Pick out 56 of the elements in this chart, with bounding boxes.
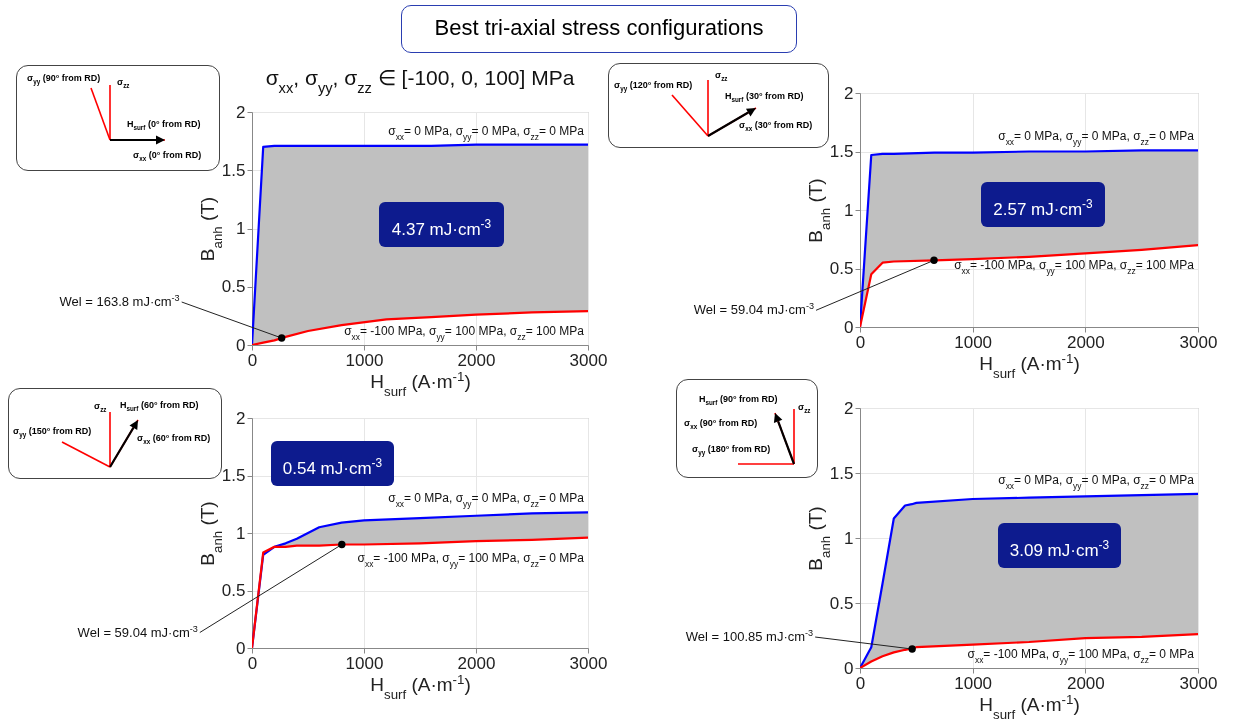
rounded-box: σ$_{yy}$ (120° from RD) σ$_{zz}$ H$_{surf}$ (30° from RD) σ$_{xx}$ (30° from RD) [608, 63, 829, 148]
y-tick-label: 1 [236, 523, 246, 543]
y-tick-label: 0.5 [221, 581, 246, 600]
x-tick-label: 1000 [954, 332, 993, 352]
annotation: Wel = 59.04 mJ·cm$^{-3}$ [693, 301, 815, 318]
x-tick-label: 1000 [345, 350, 384, 370]
chart-title: Best tri-axial stress configurations [401, 5, 797, 53]
y-tick-label: 0 [236, 638, 246, 658]
series-label: σ$_{xx}$= 0 MPa, σ$_{yy}$= 0 MPa, σ$_{zz}$= 0 MPa [388, 491, 585, 510]
x-tick-label: 1000 [345, 653, 384, 673]
y-tick-label: 2 [844, 398, 854, 418]
x-tick-label: 1000 [954, 673, 993, 693]
label-box: 2.57 mJ·cm$^{-3}$ [981, 182, 1105, 227]
y-tick-label: 1 [844, 200, 854, 220]
series-label: σ$_{xx}$= 0 MPa, σ$_{yy}$= 0 MPa, σ$_{zz}$= 0 MPa [998, 129, 1195, 148]
y-tick-label: 0.5 [829, 593, 854, 613]
label-box: 3.09 mJ·cm$^{-3}$ [998, 523, 1121, 568]
y-tick-label: 1.5 [221, 160, 246, 180]
x-tick-label: 3000 [569, 350, 608, 370]
rounded-box: σ$_{yy}$ (90° from RD) σ$_{zz}$ H$_{surf}$ (0° from RD) σ$_{xx}$ (0° from RD) [16, 65, 220, 171]
y-tick-label: 2 [844, 83, 854, 103]
y-tick-label: 0.5 [829, 259, 854, 278]
series-label: σ$_{xx}$= -100 MPa, σ$_{yy}$= 100 MPa, σ$_{zz}$= 100 MPa [344, 324, 585, 343]
series-label: σ$_{xx}$= 0 MPa, σ$_{yy}$= 0 MPa, σ$_{zz}$= 0 MPa [998, 472, 1195, 491]
y-tick-label: 0.5 [221, 277, 246, 297]
chart-subtitle: σ$_{xx}$, σ$_{yy}$, σ$_{zz}$ ∈ [-100, 0, 100] MPa [265, 66, 575, 96]
x-tick-label: 2000 [457, 653, 496, 673]
x-axis-title: H$_{surf}$ (A·m$^{-1}$) [370, 671, 471, 701]
y-tick-label: 1.5 [829, 142, 854, 161]
annotation: Wel = 59.04 mJ·cm$^{-3}$ [77, 623, 198, 640]
label-box: 4.37 mJ·cm$^{-3}$ [379, 202, 504, 247]
rounded-box: H$_{surf}$ (90° from RD) σ$_{zz}$ σ$_{xx}$ (90° from RD) σ$_{yy}$ (180° from RD) [676, 379, 818, 478]
y-tick-label: 1 [844, 528, 854, 548]
y-tick-label: 1.5 [221, 466, 246, 485]
y-tick-label: 1 [236, 219, 246, 238]
y-tick-label: 0 [844, 317, 854, 337]
y-tick-label: 1.5 [829, 463, 854, 483]
x-axis-title: H$_{surf}$ (A·m$^{-1}$) [979, 691, 1080, 721]
series-label: σ$_{xx}$= -100 MPa, σ$_{yy}$= 100 MPa, σ$_{zz}$= 0 MPa [357, 550, 585, 569]
series-label: σ$_{xx}$= -100 MPa, σ$_{yy}$= 100 MPa, σ$_{zz}$= 0 MPa [967, 647, 1195, 666]
annotation: Wel = 163.8 mJ·cm$^{-3}$ [59, 293, 180, 310]
rounded-box: σ$_{zz}$ H$_{surf}$ (60° from RD) σ$_{yy}$ (150° from RD) σ$_{xx}$ (60° from RD) [8, 388, 222, 479]
x-tick-label: 3000 [1179, 673, 1218, 693]
x-axis-title: H$_{surf}$ (A·m$^{-1}$) [979, 350, 1080, 380]
x-tick-label: 3000 [1179, 332, 1218, 352]
annotation: Wel = 100.85 mJ·cm$^{-3}$ [685, 628, 814, 645]
x-tick-label: 3000 [569, 653, 608, 673]
series-label: σ$_{xx}$= -100 MPa, σ$_{yy}$= 100 MPa, σ$_{zz}$= 100 MPa [954, 258, 1195, 277]
label-box: 0.54 mJ·cm$^{-3}$ [271, 441, 394, 486]
y-tick-label: 2 [236, 408, 246, 428]
y-tick-label: 2 [236, 102, 246, 122]
x-tick-label: 2000 [1066, 332, 1105, 352]
x-tick-label: 2000 [457, 350, 496, 370]
x-tick-label: 2000 [1066, 673, 1105, 693]
series-label: σ$_{xx}$= 0 MPa, σ$_{yy}$= 0 MPa, σ$_{zz}$= 0 MPa [388, 123, 585, 142]
x-axis-title: H$_{surf}$ (A·m$^{-1}$) [370, 368, 471, 398]
